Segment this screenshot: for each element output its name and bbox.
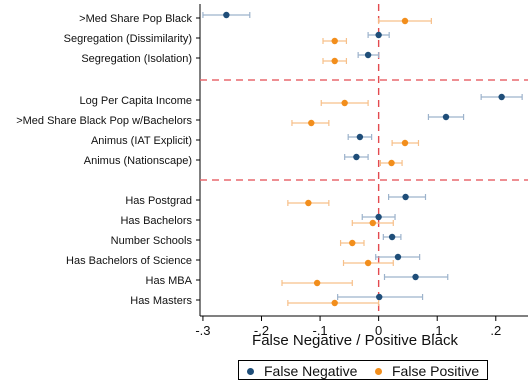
y-tick-label-med-share-black-pop-w-bachelors: >Med Share Black Pop w/Bachelors (16, 115, 192, 127)
false-negative-point (402, 193, 409, 201)
false-positive-point (331, 57, 338, 65)
y-tick-label-med-share-pop-black: >Med Share Pop Black (79, 13, 192, 25)
legend: False Negative False Positive (238, 360, 488, 380)
false-negative-point (388, 233, 396, 241)
false-positive-point (308, 119, 315, 127)
y-tick-label-animus-nationscape: Animus (Nationscape) (84, 155, 192, 167)
x-tick-label: -.1 (312, 323, 327, 338)
false-negative-point (356, 133, 364, 141)
false-negative-point (364, 51, 372, 59)
y-tick-label-segregation-dissimilarity: Segregation (Dissimilarity) (64, 33, 192, 45)
y-tick-label-has-bachelors: Has Bachelors (120, 215, 192, 227)
false-negative-point (376, 293, 383, 301)
legend-marker-false-negative (247, 367, 254, 375)
false-positive-point (369, 219, 376, 227)
x-tick-label: .2 (490, 323, 501, 338)
legend-marker-false-positive (375, 367, 382, 375)
x-tick-label: -.3 (195, 323, 210, 338)
false-positive-point (401, 139, 409, 147)
false-positive-point (388, 159, 395, 167)
y-tick-label-has-mba: Has MBA (146, 275, 193, 287)
false-positive-point (331, 37, 338, 45)
plot-area: >Med Share Pop Black Segregation (Dissimi… (16, 4, 528, 338)
false-negative-point (353, 153, 360, 161)
false-negative-point (223, 11, 230, 19)
x-tick-label: -.2 (254, 323, 269, 338)
legend-item-false-positive: False Positive (375, 363, 479, 379)
y-tick-label-animus-iat-explicit: Animus (IAT Explicit) (91, 135, 192, 147)
false-positive-point (401, 17, 409, 25)
false-negative-point (394, 253, 402, 261)
false-positive-point (341, 99, 348, 107)
y-tick-label-has-bachelors-of-science: Has Bachelors of Science (66, 255, 192, 267)
y-tick-label-has-postgrad: Has Postgrad (125, 195, 192, 207)
false-negative-point (442, 113, 450, 121)
false-positive-point (305, 199, 312, 207)
false-negative-point (375, 213, 382, 221)
y-tick-label-has-masters: Has Masters (130, 295, 192, 307)
legend-label-false-positive: False Positive (392, 363, 480, 379)
legend-label-false-negative: False Negative (264, 363, 358, 379)
y-tick-label-segregation-isolation: Segregation (Isolation) (81, 53, 192, 65)
x-axis-label: False Negative / Positive Black (252, 332, 458, 349)
y-tick-label-number-schools: Number Schools (111, 235, 193, 247)
false-negative-point (375, 31, 382, 39)
false-positive-point (313, 279, 321, 287)
x-tick-label: .1 (432, 323, 443, 338)
y-tick-label-log-per-capita-income: Log Per Capita Income (79, 95, 192, 107)
false-positive-point (349, 239, 356, 247)
false-negative-point (412, 273, 419, 281)
false-positive-point (364, 259, 372, 267)
legend-item-false-negative: False Negative (247, 363, 357, 379)
x-tick-label: 0 (375, 323, 382, 338)
false-positive-point (331, 299, 338, 307)
false-negative-point (498, 93, 505, 101)
